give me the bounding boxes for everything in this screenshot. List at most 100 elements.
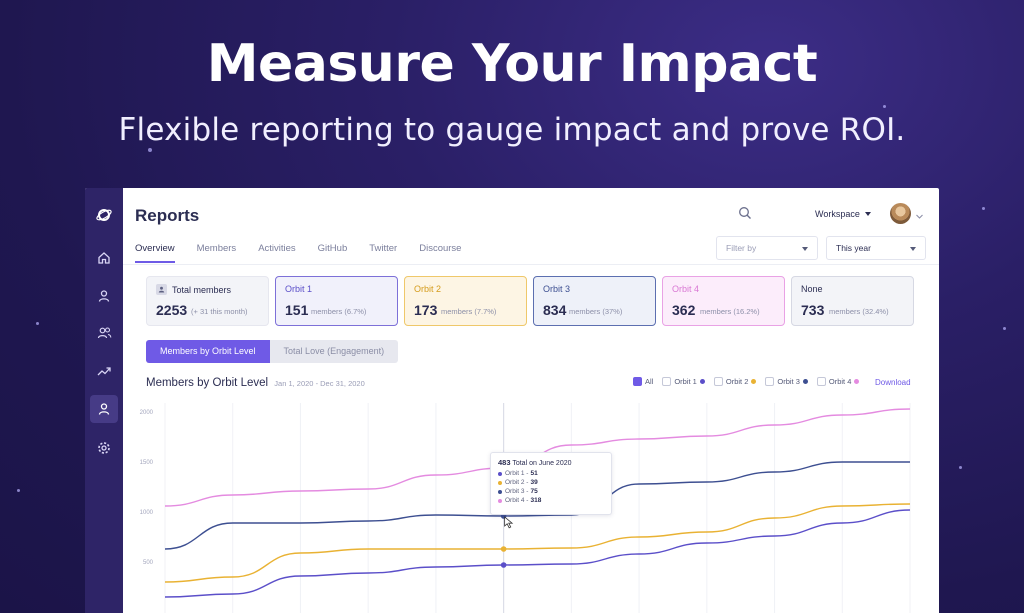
tooltip-row-orbit-3: Orbit 3 -75	[498, 488, 604, 495]
caret-down-icon	[910, 247, 916, 251]
workspace-label: Workspace	[815, 209, 860, 219]
y-tick-label: 1000	[140, 510, 154, 516]
card-value: 2253	[156, 302, 188, 318]
card-label: Orbit 2	[414, 284, 442, 294]
legend-orbit-3[interactable]: Orbit 3	[765, 377, 808, 386]
checkbox-icon[interactable]	[662, 377, 672, 386]
legend-orbit-2[interactable]: Orbit 2	[713, 377, 757, 386]
caret-down-icon	[865, 212, 872, 216]
tooltip-label: Orbit 1 -	[505, 470, 529, 477]
legend-label: Orbit 3	[777, 377, 800, 386]
checkbox-icon[interactable]	[713, 377, 723, 386]
series-line-orbit-1[interactable]	[164, 509, 911, 598]
legend-label: All	[645, 377, 654, 386]
chart-title-text: Members by Orbit Level	[146, 377, 269, 389]
member-badge-icon	[156, 284, 167, 295]
legend-label: Orbit 4	[828, 377, 852, 386]
app-window: Reports Workspace Overview Members Activ…	[85, 188, 939, 613]
tooltip-label: Orbit 4 -	[505, 497, 529, 504]
tab-overview[interactable]: Overview	[135, 243, 175, 263]
card-sub: members (32.4%)	[829, 307, 889, 316]
member-icon[interactable]	[90, 395, 118, 423]
card-value: 834	[543, 302, 567, 318]
mouse-cursor-icon	[504, 516, 514, 529]
workspace-dropdown[interactable]: Workspace	[815, 209, 872, 219]
sidebar	[85, 188, 123, 613]
card-sub: members (6.7%)	[311, 307, 367, 316]
members-by-orbit-button[interactable]: Members by Orbit Level	[146, 340, 270, 363]
card-label: None	[801, 284, 823, 294]
home-icon[interactable]	[94, 248, 114, 268]
card-sub: members (7.7%)	[441, 307, 497, 316]
tooltip-total-text: Total on June 2020	[512, 460, 572, 467]
chart-date-range: Jan 1, 2020 - Dec 31, 2020	[274, 379, 365, 388]
checkbox-checked-icon[interactable]	[633, 377, 642, 386]
tab-activities[interactable]: Activities	[258, 243, 296, 254]
page-title: Reports	[135, 206, 200, 225]
tab-bar: Overview Members Activities GitHub Twitt…	[135, 243, 483, 263]
legend-label: Orbit 2	[725, 377, 749, 386]
tooltip-label: Orbit 2 -	[505, 479, 529, 486]
hover-point[interactable]	[500, 562, 507, 568]
card-label: Orbit 3	[543, 284, 571, 294]
users-icon[interactable]	[94, 323, 114, 343]
legend-dot	[802, 379, 808, 384]
card-none[interactable]: None 733 members (32.4%)	[791, 276, 914, 326]
tooltip-total: 483	[498, 458, 511, 467]
card-value: 151	[285, 302, 309, 318]
checkbox-icon[interactable]	[816, 377, 826, 386]
card-label: Orbit 1	[285, 284, 313, 294]
card-label: Orbit 4	[672, 284, 700, 294]
legend-all[interactable]: All	[633, 377, 653, 386]
card-sub: members (37%)	[569, 307, 623, 316]
card-orbit-3[interactable]: Orbit 3 834 members (37%)	[533, 276, 656, 326]
tooltip-label: Orbit 3 -	[505, 488, 529, 495]
tab-github[interactable]: GitHub	[317, 243, 348, 254]
orbit-logo-icon[interactable]	[94, 205, 114, 225]
user-icon[interactable]	[94, 286, 114, 306]
series-line-orbit-2[interactable]	[164, 503, 911, 583]
tab-members[interactable]: Members	[196, 243, 237, 254]
legend-dot	[751, 379, 757, 384]
card-orbit-2[interactable]: Orbit 2 173 members (7.7%)	[404, 276, 527, 326]
tooltip-header: 483 Total on June 2020	[498, 458, 604, 467]
y-tick-label: 500	[143, 560, 154, 566]
card-orbit-4[interactable]: Orbit 4 362 members (16.2%)	[662, 276, 785, 326]
download-link[interactable]: Download	[875, 378, 911, 387]
checkbox-icon[interactable]	[765, 377, 775, 386]
hover-point[interactable]	[500, 546, 507, 552]
card-sub: (+ 31 this month)	[191, 307, 248, 316]
tooltip-value: 75	[530, 488, 538, 495]
card-total-members[interactable]: Total members 2253 (+ 31 this month)	[146, 276, 269, 326]
tooltip-value: 318	[530, 497, 542, 504]
card-orbit-1[interactable]: Orbit 1 151 members (6.7%)	[275, 276, 398, 326]
period-value: This year	[836, 243, 871, 253]
legend-orbit-4[interactable]: Orbit 4	[816, 377, 860, 386]
caret-down-icon	[802, 247, 808, 251]
total-love-button[interactable]: Total Love (Engagement)	[269, 340, 399, 363]
filter-by-placeholder: Filter by	[726, 243, 757, 253]
period-select[interactable]: This year	[826, 236, 926, 260]
gear-icon[interactable]	[94, 438, 114, 458]
tab-discourse[interactable]: Discourse	[419, 243, 462, 254]
y-tick-label: 1500	[140, 460, 154, 466]
search-icon[interactable]	[738, 206, 752, 225]
tab-twitter[interactable]: Twitter	[369, 243, 398, 254]
tooltip-row-orbit-2: Orbit 2 -39	[498, 479, 604, 486]
avatar[interactable]	[890, 203, 911, 224]
trending-icon[interactable]	[94, 361, 114, 381]
series-line-orbit-3[interactable]	[164, 461, 910, 550]
chevron-down-icon[interactable]	[915, 208, 924, 226]
chart-mode-toggle: Members by Orbit Level Total Love (Engag…	[146, 340, 399, 363]
card-value: 173	[414, 302, 438, 318]
legend-dot	[498, 498, 502, 503]
card-value: 362	[672, 302, 696, 318]
tooltip-row-orbit-4: Orbit 4 -318	[498, 497, 604, 504]
legend-orbit-1[interactable]: Orbit 1	[662, 377, 705, 386]
filter-by-select[interactable]: Filter by	[716, 236, 818, 260]
legend-label: Orbit 1	[674, 377, 697, 386]
legend-dot	[498, 471, 502, 476]
tooltip-row-orbit-1: Orbit 1 -51	[498, 470, 604, 477]
legend-dot	[699, 379, 705, 384]
card-value: 733	[801, 302, 825, 318]
